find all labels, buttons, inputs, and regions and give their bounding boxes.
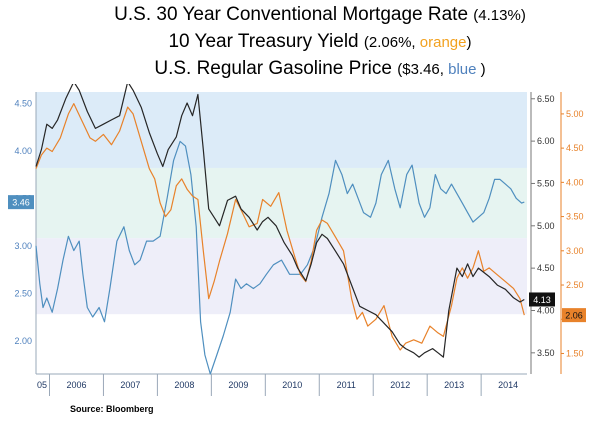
chart-titles: U.S. 30 Year Conventional Mortgage Rate … [60, 2, 580, 83]
treasury-axis-tick-label: 3.00 [566, 246, 584, 256]
right-axis-tick-label: 5.00 [537, 221, 555, 231]
left-axis-tick-label: 2.50 [14, 288, 32, 298]
treasury-axis-tick-label: 4.00 [566, 177, 584, 187]
treasury-end-label: 2.06 [565, 311, 583, 321]
line-chart: 4.50 4.00 3.50 3.00 2.50 2.00 6.50 6.00 5.50 5.00… [8, 84, 586, 396]
left-axis-tick-label: 3.00 [14, 241, 32, 251]
x-axis-tick-label: 05 [37, 380, 47, 390]
x-axis-tick-label: 2013 [444, 380, 464, 390]
title-mortgage-value: (4.13%) [473, 7, 526, 24]
treasury-yield-line [35, 103, 525, 351]
treasury-axis-tick-label: 5.00 [566, 109, 584, 119]
gasoline-end-label-box [8, 195, 34, 210]
right-axis-tick-label: 4.50 [537, 263, 555, 273]
title-gasoline-color-word: blue [448, 61, 477, 78]
x-axis-tick-label: 2007 [120, 380, 140, 390]
x-axis-tick-label: 2012 [390, 380, 410, 390]
treasury-axis-tick-label: 3.50 [566, 212, 584, 222]
right-axis-tick-label: 4.00 [537, 305, 555, 315]
title-gasoline: U.S. Regular Gasoline Price ($3.46, blue… [60, 56, 580, 83]
right-axis-tick-label: 6.50 [537, 94, 555, 104]
left-axis-tick-label: 4.00 [14, 146, 32, 156]
right-axis-tick-label: 3.50 [537, 348, 555, 358]
treasury-axis-tick-label: 4.50 [566, 143, 584, 153]
title-gasoline-value: ($3.46, [397, 61, 449, 78]
right-axis-tick-label: 6.00 [537, 136, 555, 146]
x-axis-tick-label: 2006 [66, 380, 86, 390]
title-mortgage-text: U.S. 30 Year Conventional Mortgage Rate [114, 4, 474, 25]
title-treasury: 10 Year Treasury Yield (2.06%, orange) [60, 29, 580, 56]
treasury-end-label-box [562, 308, 586, 323]
mortgage-rate-line [35, 84, 525, 358]
x-axis-tick-label: 2010 [282, 380, 302, 390]
x-axis-tick-label: 2009 [228, 380, 248, 390]
title-gasoline-close: ) [476, 61, 486, 78]
treasury-axis-tick-label: 1.50 [566, 348, 584, 358]
title-mortgage: U.S. 30 Year Conventional Mortgage Rate … [60, 2, 580, 29]
x-axis-tick-label: 2011 [337, 380, 356, 390]
title-treasury-close: ) [466, 34, 472, 51]
gasoline-end-label: 3.46 [12, 198, 30, 208]
gasoline-price-line [35, 140, 525, 375]
mortgage-end-label-box [529, 292, 555, 307]
treasury-axis-tick-label: 2.50 [566, 280, 584, 290]
x-axis-tick-label: 2014 [498, 380, 518, 390]
title-treasury-color-word: orange [419, 34, 467, 51]
source-note: Source: Bloomberg [70, 404, 154, 414]
right-axis-tick-label: 5.50 [537, 178, 555, 188]
title-treasury-value: (2.06%, [363, 34, 420, 51]
background-band-3 [36, 238, 527, 315]
title-treasury-text: 10 Year Treasury Yield [168, 31, 364, 52]
left-axis-tick-label: 2.00 [14, 336, 32, 346]
background-band-1 [36, 92, 527, 168]
mortgage-end-label: 4.13 [533, 295, 551, 305]
title-gasoline-text: U.S. Regular Gasoline Price [154, 58, 398, 79]
x-axis-tick-label: 2008 [174, 380, 194, 390]
left-axis-tick-label: 4.50 [14, 98, 32, 108]
